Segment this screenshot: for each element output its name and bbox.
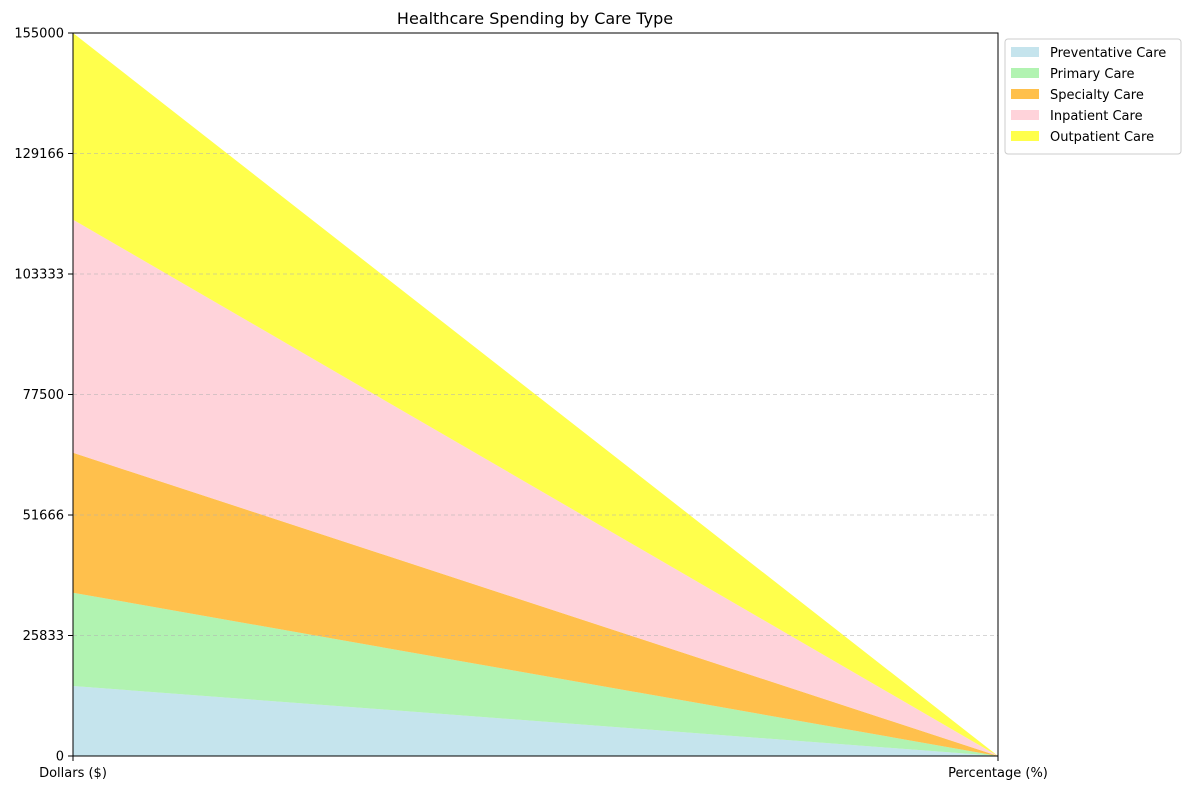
y-tick-label: 25833: [23, 629, 64, 644]
y-tick-label: 103333: [14, 268, 64, 283]
y-tick-label: 51666: [23, 509, 64, 524]
legend-label: Preventative Care: [1050, 46, 1166, 61]
legend-swatch: [1011, 131, 1039, 141]
legend-label: Specialty Care: [1050, 88, 1144, 103]
legend-swatch: [1011, 47, 1039, 57]
area-specialty-care: [73, 452, 998, 756]
legend: Preventative Care Primary Care Specialty C…: [1004, 38, 1182, 155]
chart-title: Healthcare Spending by Care Type: [397, 9, 673, 28]
area-primary-care: [73, 592, 998, 756]
legend-swatch: [1011, 89, 1039, 99]
y-tick-label: 0: [56, 750, 64, 765]
legend-label: Outpatient Care: [1050, 130, 1154, 145]
legend-swatch: [1011, 68, 1039, 78]
legend-swatch: [1011, 110, 1039, 120]
x-tick-label: Dollars ($): [39, 766, 107, 781]
grid-lines: [73, 153, 998, 636]
legend-box: [1004, 38, 1182, 155]
legend-label: Inpatient Care: [1050, 109, 1143, 124]
axes: 0 25833 51666 77500 103333 129166 155000 Dollar…: [14, 27, 1048, 782]
x-tick-label: Percentage (%): [948, 766, 1048, 781]
y-tick-label: 77500: [23, 388, 64, 403]
legend-label: Primary Care: [1050, 67, 1134, 82]
area-inpatient-care: [73, 219, 998, 757]
y-tick-label: 129166: [14, 147, 64, 162]
y-tick-label: 155000: [14, 27, 64, 42]
